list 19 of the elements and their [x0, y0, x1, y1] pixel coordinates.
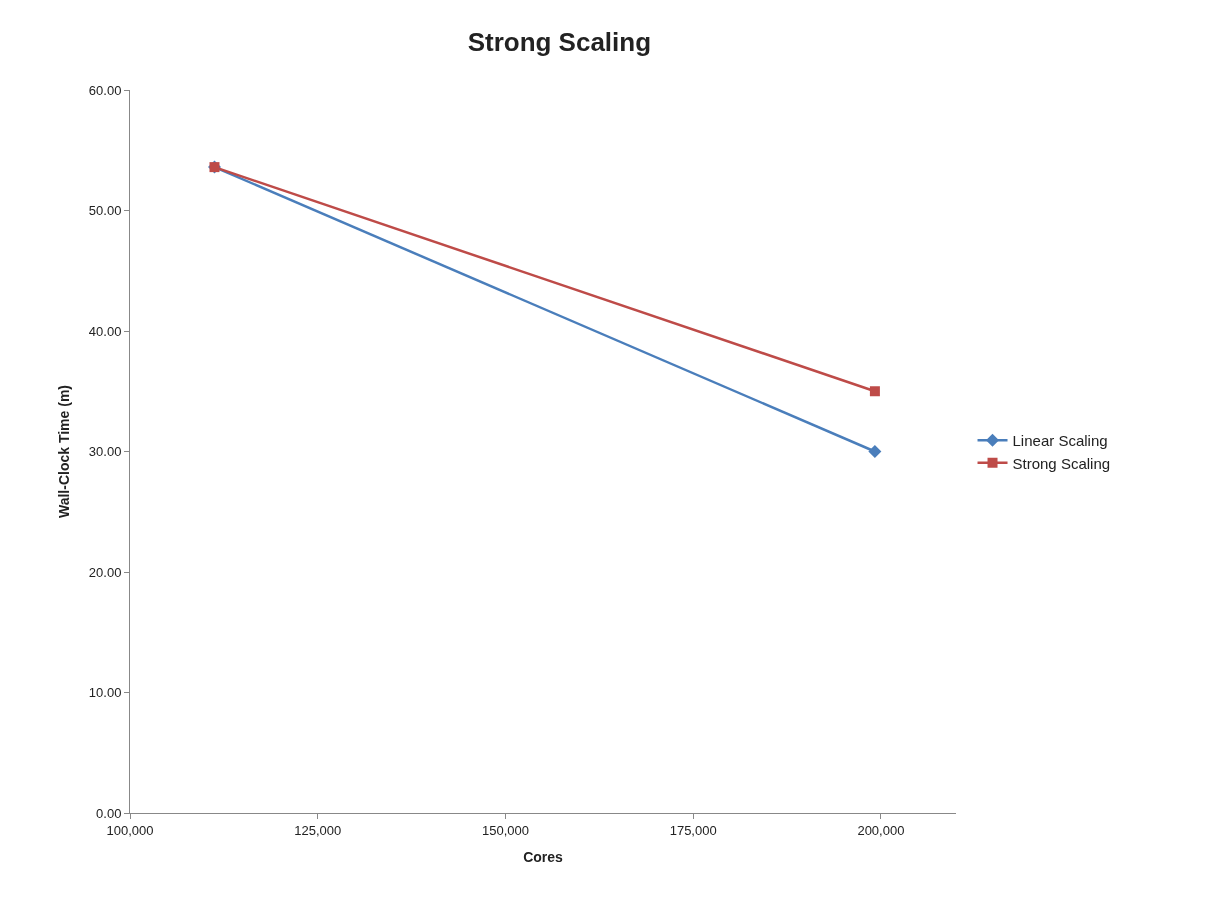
chart-title: Strong Scaling	[467, 26, 652, 57]
x-tick-label: 100,000	[106, 822, 154, 838]
y-tick-label: 10.00	[88, 685, 122, 701]
y-tick-label: 50.00	[88, 203, 122, 219]
y-tick-label: 30.00	[88, 444, 122, 460]
legend-label: Linear Scaling	[1012, 432, 1108, 450]
y-axis-title: Wall-Clock Time (m)	[56, 384, 73, 519]
y-tick-label: 20.00	[88, 564, 122, 580]
x-tick-label: 200,000	[857, 822, 905, 838]
x-tick-label: 125,000	[294, 822, 342, 838]
legend-label: Strong Scaling	[1012, 454, 1111, 472]
x-tick-label: 150,000	[481, 822, 529, 838]
y-tick-label: 0.00	[96, 805, 122, 821]
x-axis-title: Cores	[523, 848, 564, 865]
point	[869, 386, 880, 397]
point	[868, 445, 882, 458]
y-tick-label: 60.00	[88, 82, 122, 98]
y-tick-label: 40.00	[88, 323, 122, 339]
x-tick-label: 175,000	[669, 822, 717, 838]
